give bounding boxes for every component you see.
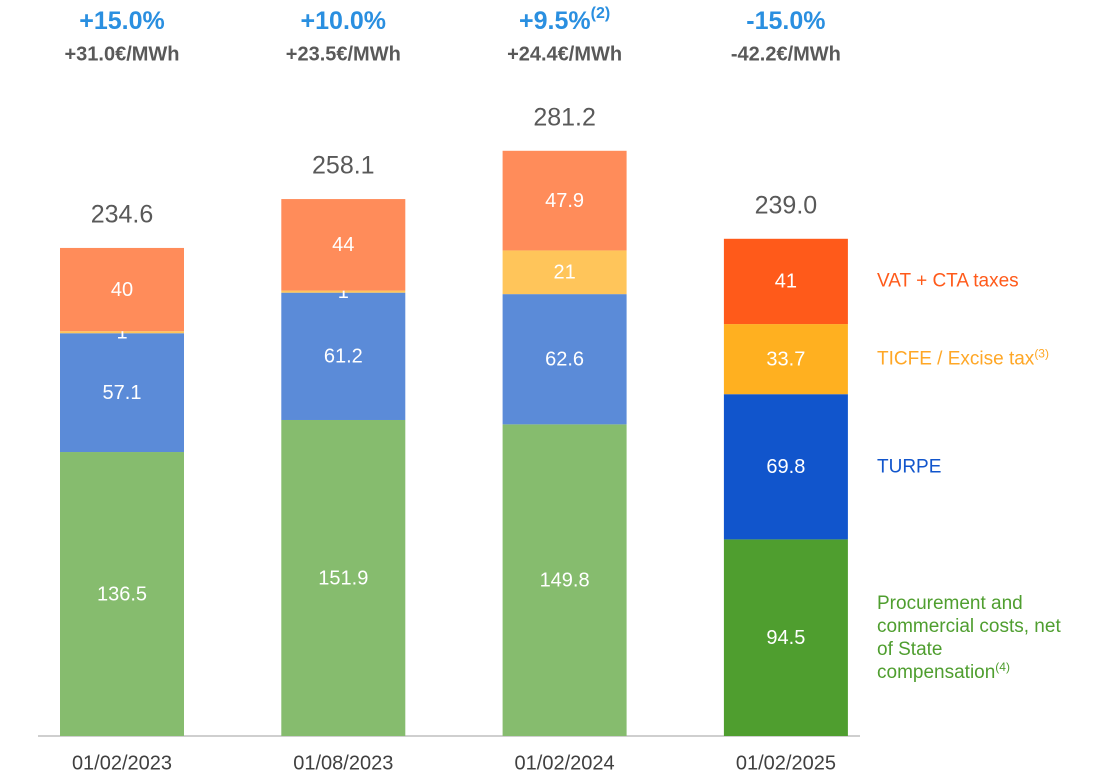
- total-label: 234.6: [91, 201, 154, 229]
- bar-segment: [502, 424, 627, 736]
- legend-label: TURPE: [877, 456, 942, 478]
- change-value: +15.0%: [79, 7, 165, 35]
- bar-segment: [502, 250, 627, 295]
- legend-label: VAT + CTA taxes: [877, 270, 1019, 292]
- segment-label: 40: [111, 279, 133, 301]
- bar-segment: [60, 333, 184, 453]
- segment-label: 149.8: [540, 569, 590, 591]
- segment-label: 1: [116, 321, 127, 343]
- segment-label: 136.5: [97, 583, 147, 605]
- change-value: -15.0%: [746, 7, 825, 35]
- change-percent: +9.5%(2): [519, 5, 610, 34]
- bar-segment: [723, 394, 848, 540]
- change-value: +10.0%: [301, 7, 387, 35]
- x-tick-label: 01/02/2023: [72, 752, 172, 774]
- legend-entry: Procurement and commercial costs, net of…: [877, 592, 1077, 684]
- legend-entry: TICFE / Excise tax(3): [877, 348, 1117, 371]
- change-mwh: +23.5€/MWh: [286, 43, 401, 65]
- segment-label: 33.7: [766, 348, 805, 370]
- bar-segment: [60, 247, 184, 332]
- bar-segment: [281, 199, 406, 291]
- segment-label: 62.6: [545, 349, 584, 371]
- bar-segment: [723, 539, 848, 736]
- legend-note: (4): [995, 659, 1010, 674]
- total-label: 239.0: [755, 191, 818, 219]
- change-mwh: +31.0€/MWh: [64, 43, 179, 65]
- x-tick-label: 01/02/2024: [515, 752, 615, 774]
- change-percent: +15.0%: [79, 7, 165, 35]
- change-value: +9.5%: [519, 7, 591, 35]
- bar-segment: [281, 292, 406, 420]
- total-label: 258.1: [312, 152, 375, 180]
- legend-entry: TURPE: [877, 455, 1117, 478]
- segment-label: 94.5: [766, 627, 805, 649]
- change-percent: -15.0%: [746, 7, 825, 35]
- segment-label: 69.8: [766, 456, 805, 478]
- legend-note: (3): [1034, 346, 1049, 361]
- bar-segment: [281, 419, 406, 736]
- bar-segment: [723, 238, 848, 325]
- segment-label: 41: [775, 271, 797, 293]
- bar-segment: [723, 324, 848, 395]
- segment-label: 57.1: [103, 382, 142, 404]
- bar-segment: [60, 452, 184, 736]
- segment-label: 44: [332, 234, 354, 256]
- bar-segment: [281, 290, 406, 293]
- segment-label: 1: [338, 281, 349, 303]
- segment-label: 47.9: [545, 190, 584, 212]
- x-tick-label: 01/02/2025: [736, 752, 836, 774]
- legend-label: TICFE / Excise tax: [877, 348, 1035, 370]
- change-note: (2): [591, 5, 611, 22]
- change-mwh: -42.2€/MWh: [731, 43, 841, 65]
- change-percent: +10.0%: [301, 7, 387, 35]
- change-mwh: +24.4€/MWh: [507, 43, 622, 65]
- segment-label: 21: [553, 262, 575, 284]
- x-tick-label: 01/08/2023: [293, 752, 393, 774]
- legend-entry: VAT + CTA taxes: [877, 270, 1117, 293]
- total-label: 281.2: [533, 104, 596, 132]
- segment-label: 61.2: [324, 346, 363, 368]
- bar-segment: [502, 294, 627, 425]
- bar-segment: [502, 150, 627, 251]
- legend-label: Procurement and commercial costs, net of…: [877, 592, 1061, 683]
- bar-segment: [60, 331, 184, 334]
- segment-label: 151.9: [318, 567, 368, 589]
